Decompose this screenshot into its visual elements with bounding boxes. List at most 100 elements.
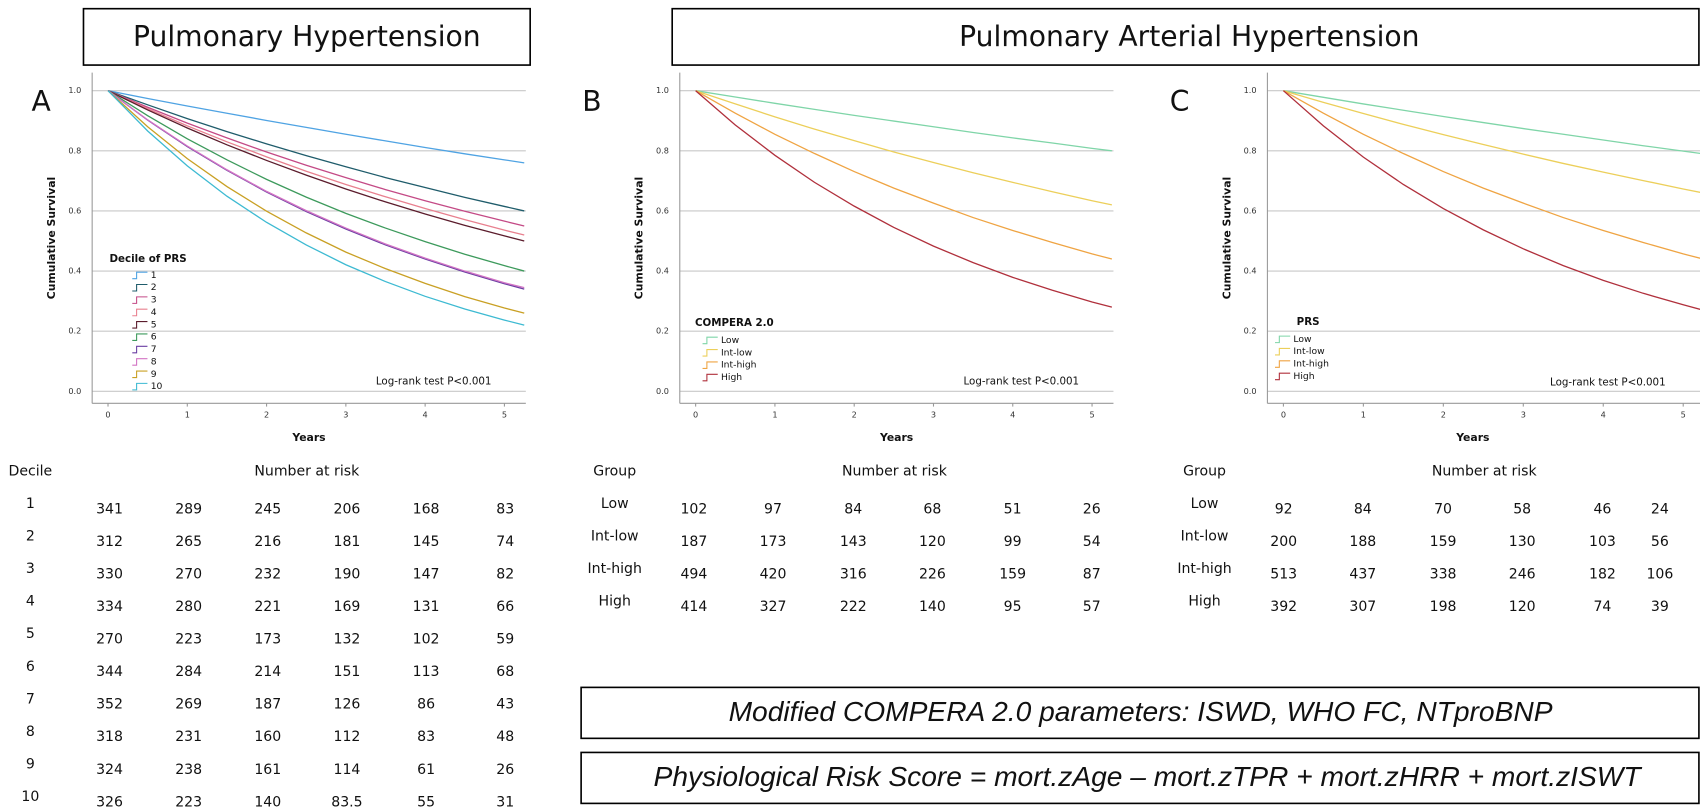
row-label: 4 — [26, 594, 35, 610]
y-tick-label: 0.6 — [68, 205, 81, 215]
y-tick-label: 0.8 — [68, 145, 81, 155]
risk-count: 74 — [1593, 599, 1611, 615]
risk-count: 24 — [1651, 502, 1669, 518]
x-tick-label: 1 — [185, 410, 190, 420]
risk-count: 188 — [1349, 534, 1376, 550]
y-tick-label: 0.2 — [1244, 326, 1257, 336]
risk-count: 223 — [175, 632, 202, 648]
risk-count: 324 — [96, 762, 123, 778]
survival-curve — [107, 90, 525, 314]
x-tick-label: 4 — [423, 410, 428, 420]
risk-count: 169 — [334, 599, 361, 615]
legend-swatch — [702, 336, 718, 345]
x-tick-label: 5 — [1681, 410, 1686, 420]
survival-curve — [695, 90, 1112, 152]
legend-swatch — [132, 283, 148, 292]
risk-count: 200 — [1270, 534, 1297, 550]
risk-count: 84 — [844, 502, 862, 518]
risk-count: 46 — [1593, 502, 1611, 518]
risk-count: 246 — [1509, 567, 1536, 583]
risk-count: 318 — [96, 729, 123, 745]
risk-count: 57 — [1083, 599, 1101, 615]
risk-count: 221 — [254, 599, 281, 615]
row-label: Int-low — [1181, 529, 1229, 545]
risk-count: 316 — [840, 567, 867, 583]
y-tick-label: 0.0 — [656, 386, 669, 396]
legend-swatch — [702, 361, 718, 369]
risk-count: 494 — [680, 567, 707, 583]
x-tick-label: 3 — [343, 410, 348, 420]
risk-count: 231 — [175, 729, 202, 745]
risk-count: 43 — [496, 697, 514, 713]
legend-swatch — [132, 345, 148, 354]
risk-count: 48 — [496, 729, 514, 745]
legend-swatch — [702, 349, 718, 357]
risk-count: 187 — [254, 697, 281, 713]
x-tick-label: 3 — [931, 410, 936, 420]
risk-count: 103 — [1589, 534, 1616, 550]
risk-count: 280 — [175, 599, 202, 615]
risk-count: 106 — [1646, 567, 1673, 583]
y-tick-label: 0.6 — [1244, 205, 1257, 215]
risk-count: 216 — [254, 534, 281, 550]
row-label: 6 — [26, 659, 35, 675]
legend-label: Low — [721, 335, 740, 346]
risk-count: 334 — [96, 599, 123, 615]
legend-swatch — [132, 358, 148, 366]
risk-count: 222 — [840, 599, 867, 615]
risk-count: 284 — [175, 664, 202, 680]
annotation: Log-rank test P<0.001 — [1550, 377, 1666, 389]
risk-count: 113 — [413, 664, 440, 680]
survival-curve — [107, 90, 525, 227]
risk-count: 68 — [496, 664, 514, 680]
risk-count: 161 — [254, 762, 281, 778]
y-tick-label: 0.4 — [68, 266, 81, 276]
x-tick-label: 1 — [1361, 410, 1366, 420]
risk-count: 86 — [417, 697, 435, 713]
risk-count: 54 — [1083, 534, 1101, 550]
risk-count: 58 — [1513, 502, 1531, 518]
x-tick-label: 1 — [772, 410, 777, 420]
risk-count: 307 — [1349, 599, 1376, 615]
header-box — [671, 7, 1700, 66]
risk-count: 97 — [764, 502, 782, 518]
survival-curve — [695, 90, 1113, 308]
risk-count: 130 — [1509, 534, 1536, 550]
row-label: High — [1188, 594, 1220, 610]
risk-count: 120 — [1509, 599, 1536, 615]
risk-count: 206 — [334, 502, 361, 518]
risk-count: 112 — [334, 729, 361, 745]
table-title: Number at risk — [842, 464, 948, 480]
legend-swatch — [1275, 347, 1291, 356]
risk-count: 327 — [760, 599, 787, 615]
risk-count: 245 — [254, 502, 281, 518]
x-tick-label: 0 — [1281, 410, 1286, 420]
risk-count: 330 — [96, 567, 123, 583]
risk-count: 182 — [1589, 567, 1616, 583]
legend-label: 7 — [151, 344, 157, 355]
risk-count: 173 — [760, 534, 787, 550]
note-text: Modified COMPERA 2.0 parameters: ISWD, W… — [729, 695, 1553, 727]
risk-count: 344 — [96, 664, 123, 680]
risk-count: 131 — [413, 599, 440, 615]
legend-swatch — [132, 321, 148, 329]
risk-count: 159 — [1430, 534, 1457, 550]
risk-count: 223 — [175, 794, 202, 810]
risk-count: 352 — [96, 697, 123, 713]
risk-count: 83.5 — [331, 794, 362, 810]
risk-count: 132 — [334, 632, 361, 648]
risk-count: 56 — [1651, 534, 1669, 550]
risk-count: 61 — [417, 762, 435, 778]
y-axis-label: Cumulative Survival — [1220, 177, 1233, 299]
risk-count: 160 — [254, 729, 281, 745]
y-tick-label: 0.2 — [68, 326, 81, 336]
row-label: Int-high — [1177, 561, 1231, 577]
risk-count: 151 — [334, 664, 361, 680]
annotation: Log-rank test P<0.001 — [376, 376, 492, 388]
risk-count: 87 — [1083, 567, 1101, 583]
risk-count: 140 — [919, 599, 946, 615]
risk-count: 92 — [1275, 502, 1293, 518]
survival-curve — [1283, 90, 1700, 259]
legend-swatch — [1275, 335, 1291, 344]
risk-count: 51 — [1004, 502, 1022, 518]
